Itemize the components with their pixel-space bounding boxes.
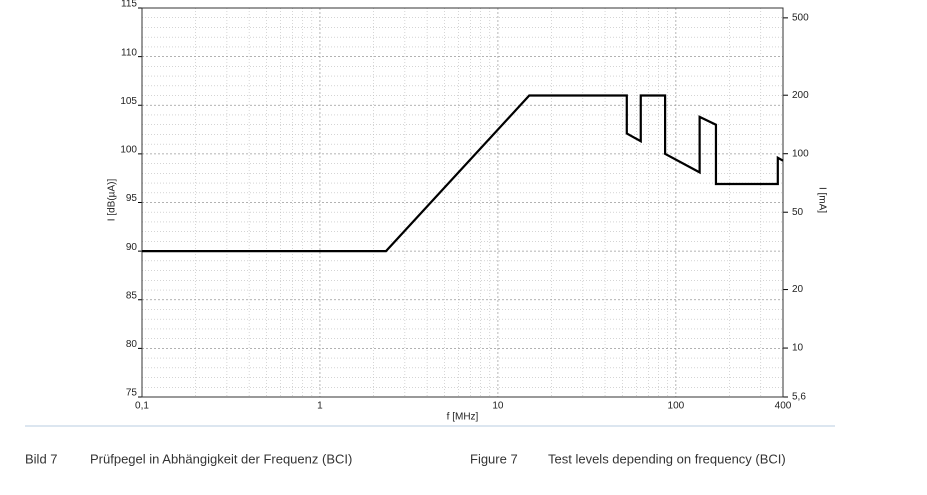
data-line <box>142 94 784 253</box>
plot-frame <box>141 7 784 398</box>
y2-tick-label: 5,6 <box>792 392 806 403</box>
y-axis-label: I [dB(µA)] <box>107 179 118 222</box>
y2-axis-label: I [mA] <box>816 187 827 213</box>
y2-tick-label: 200 <box>792 90 809 101</box>
x-tick-label: 400 <box>775 401 792 412</box>
caption-text: Test levels depending on frequency (BCI) <box>548 451 786 466</box>
x-axis-label: f [MHz] <box>447 412 479 423</box>
caption-label: Figure 7 <box>470 451 518 466</box>
y-tick-label: 75 <box>126 388 138 399</box>
y-tick-label: 85 <box>126 290 138 301</box>
y-tick-label: 100 <box>120 145 137 156</box>
y2-tick-label: 50 <box>792 207 804 218</box>
y-tick-label: 95 <box>126 193 138 204</box>
y2-tick-label: 20 <box>792 284 804 295</box>
y2-tick-label: 100 <box>792 148 809 159</box>
x-tick-label: 10 <box>492 401 504 412</box>
x-tick-label: 0,1 <box>135 401 149 412</box>
y-tick-label: 80 <box>126 339 138 350</box>
caption-label: Bild 7 <box>25 451 58 466</box>
y-tick-label: 105 <box>120 96 137 107</box>
x-tick-label: 1 <box>317 401 323 412</box>
y2-tick-label: 500 <box>792 13 809 24</box>
y-tick-label: 90 <box>126 242 138 253</box>
y2-tick-label: 10 <box>792 343 804 354</box>
x-tick-label: 100 <box>668 401 685 412</box>
caption-text: Prüfpegel in Abhängigkeit der Frequenz (… <box>90 451 352 466</box>
y-tick-label: 110 <box>121 47 137 58</box>
y-tick-label: 115 <box>121 0 137 10</box>
